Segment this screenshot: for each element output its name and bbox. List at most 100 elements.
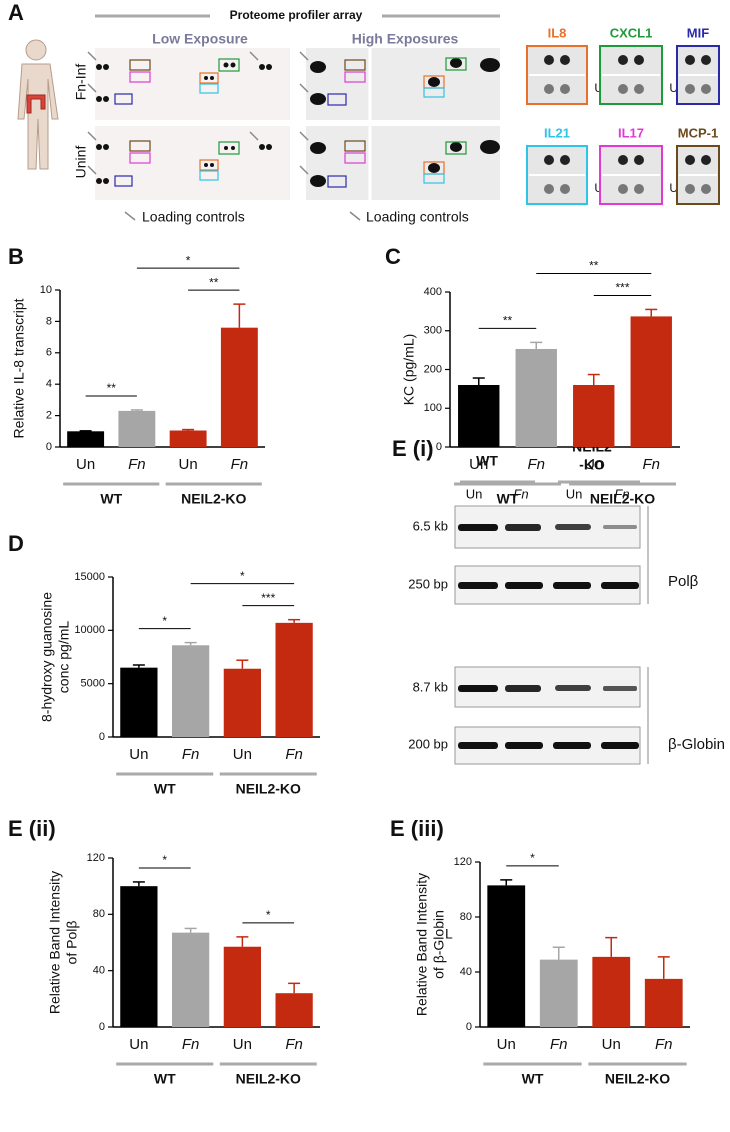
row-label: Fn-Inf — [73, 64, 89, 101]
y-tick-label: 6 — [46, 347, 52, 359]
bar — [539, 959, 578, 1027]
band-label: 250 bp — [408, 576, 448, 591]
significance-label: ** — [589, 259, 599, 273]
blot-boxes — [327, 57, 467, 188]
bar — [275, 993, 313, 1027]
group-label: WT — [100, 491, 122, 507]
bar — [592, 956, 631, 1027]
lane-label: Fn — [513, 486, 528, 501]
group-label: WT — [497, 491, 519, 507]
y-axis-label: 8-hydroxy guanosine — [39, 592, 55, 722]
inset-spot — [544, 155, 554, 165]
lane-label: Un — [566, 486, 583, 501]
group-label: NEIL2-KO — [181, 491, 246, 507]
loading-controls: Loading controls — [142, 209, 245, 225]
inset-spot — [685, 155, 695, 165]
bar — [171, 645, 210, 737]
panel-label: E (i) — [392, 436, 434, 461]
bar — [120, 667, 158, 737]
inset-spot — [560, 55, 570, 65]
y-axis-label: of β-Globin — [431, 910, 447, 979]
panel-label: C — [385, 244, 401, 269]
band-label: 200 bp — [408, 736, 448, 751]
inset-spot — [685, 84, 695, 94]
inset-spot — [634, 55, 644, 65]
y-tick-label: 0 — [99, 1021, 105, 1033]
panel-label: B — [8, 244, 24, 269]
group-label: NEIL2-KO — [236, 781, 301, 797]
x-tick-label: Fn — [527, 456, 545, 473]
inset-spot — [634, 84, 644, 94]
inset-spot — [544, 55, 554, 65]
blot-spots — [96, 62, 272, 184]
high-exposure: High Exposures — [352, 31, 459, 47]
title-bg — [210, 6, 382, 26]
y-tick-label: 400 — [424, 286, 442, 298]
y-tick-label: 300 — [424, 325, 442, 337]
bar — [644, 978, 683, 1027]
y-tick-label: 8 — [46, 315, 52, 327]
x-tick-label: Un — [602, 1036, 621, 1053]
blot-boxes — [114, 58, 240, 187]
significance-label: * — [186, 253, 191, 267]
x-tick-label: Un — [584, 456, 603, 473]
group-label: WT — [522, 1071, 544, 1087]
x-tick-label: Fn — [128, 456, 146, 473]
x-tick-label: Fn — [642, 456, 660, 473]
array-title: Proteome profiler array — [230, 8, 363, 22]
y-axis-label: KC (pg/mL) — [401, 334, 417, 406]
inset-spot — [544, 184, 554, 194]
x-tick-label: Fn — [655, 1036, 673, 1053]
lane-label: Un — [466, 486, 483, 501]
x-tick-label: Fn — [550, 1036, 568, 1053]
y-tick-label: 0 — [466, 1021, 472, 1033]
bar — [171, 932, 210, 1027]
inset-spot — [618, 84, 628, 94]
x-tick-label: Un — [497, 1036, 516, 1053]
y-tick-label: 200 — [424, 363, 442, 375]
x-tick-label: Un — [129, 1036, 148, 1053]
inset-spot — [544, 84, 554, 94]
bar — [487, 885, 526, 1027]
group-label: WT — [154, 781, 176, 797]
significance-label: * — [162, 614, 167, 628]
panel-label: E (iii) — [390, 816, 444, 841]
significance-label: ** — [503, 314, 513, 328]
panel-label: A — [8, 0, 24, 25]
band-label: 6.5 kb — [413, 518, 448, 533]
y-axis-label: of Polβ — [64, 921, 80, 965]
x-tick-label: Fn — [285, 746, 303, 763]
y-axis-label: Relative IL-8 transcript — [11, 298, 27, 438]
gel-group: WT — [476, 453, 498, 469]
y-tick-label: 100 — [424, 402, 442, 414]
inset-spot — [685, 184, 695, 194]
bar — [573, 385, 615, 447]
human-figure — [17, 39, 59, 170]
inset-spot — [560, 184, 570, 194]
x-tick-label: Fn — [182, 746, 200, 763]
bar — [120, 886, 158, 1027]
gene-label: β-Globin — [668, 736, 725, 753]
significance-label: *** — [261, 591, 275, 605]
significance-label: * — [162, 853, 167, 867]
bar — [169, 430, 207, 447]
significance-label: * — [266, 908, 271, 922]
bar — [220, 327, 258, 447]
inset-name: CXCL1 — [610, 25, 653, 40]
group-label: NEIL2-KO — [236, 1071, 301, 1087]
bar — [223, 668, 262, 737]
bar — [275, 622, 313, 737]
y-tick-label: 15000 — [74, 571, 105, 583]
inset-spot — [560, 84, 570, 94]
y-tick-label: 10 — [40, 284, 52, 296]
significance-label: *** — [615, 281, 629, 295]
row-label: Uninf — [73, 146, 89, 179]
inset-spot — [701, 84, 711, 94]
inset-spot — [618, 55, 628, 65]
x-tick-label: Un — [179, 456, 198, 473]
bar — [67, 431, 105, 447]
x-tick-label: Fn — [182, 1036, 200, 1053]
inset-spot — [618, 155, 628, 165]
y-tick-label: 0 — [99, 731, 105, 743]
